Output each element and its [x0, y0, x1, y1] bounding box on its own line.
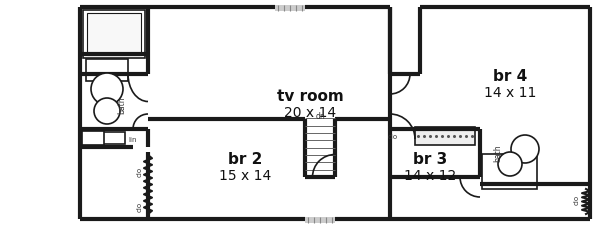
Text: clo: clo	[137, 166, 143, 176]
Circle shape	[94, 99, 120, 124]
Text: clo: clo	[574, 194, 580, 204]
Bar	[415, 127, 475, 145]
Text: clo: clo	[388, 133, 398, 139]
Text: lin: lin	[129, 136, 137, 142]
Bar	[86, 60, 128, 82]
Text: br 4: br 4	[493, 69, 527, 84]
Text: 14 x 11: 14 x 11	[484, 86, 536, 99]
Circle shape	[91, 74, 123, 106]
Text: br 2: br 2	[228, 152, 262, 167]
Bar	[482, 154, 537, 189]
Text: dn: dn	[315, 112, 325, 121]
Text: 14 x 12: 14 x 12	[404, 168, 456, 182]
Bar	[305, 217, 335, 223]
Text: br 3: br 3	[413, 152, 447, 167]
Bar	[82, 132, 125, 144]
Bar	[275, 6, 305, 12]
Circle shape	[511, 135, 539, 163]
Bar	[80, 8, 590, 219]
Text: bath: bath	[118, 96, 127, 113]
Bar	[87, 14, 141, 56]
Circle shape	[498, 152, 522, 176]
Text: clo: clo	[137, 201, 143, 211]
Bar	[83, 11, 145, 59]
Text: 15 x 14: 15 x 14	[219, 168, 271, 182]
Text: bath: bath	[494, 144, 503, 161]
Text: tv room: tv room	[277, 89, 343, 104]
Bar	[82, 131, 104, 145]
Text: 20 x 14: 20 x 14	[284, 106, 336, 119]
